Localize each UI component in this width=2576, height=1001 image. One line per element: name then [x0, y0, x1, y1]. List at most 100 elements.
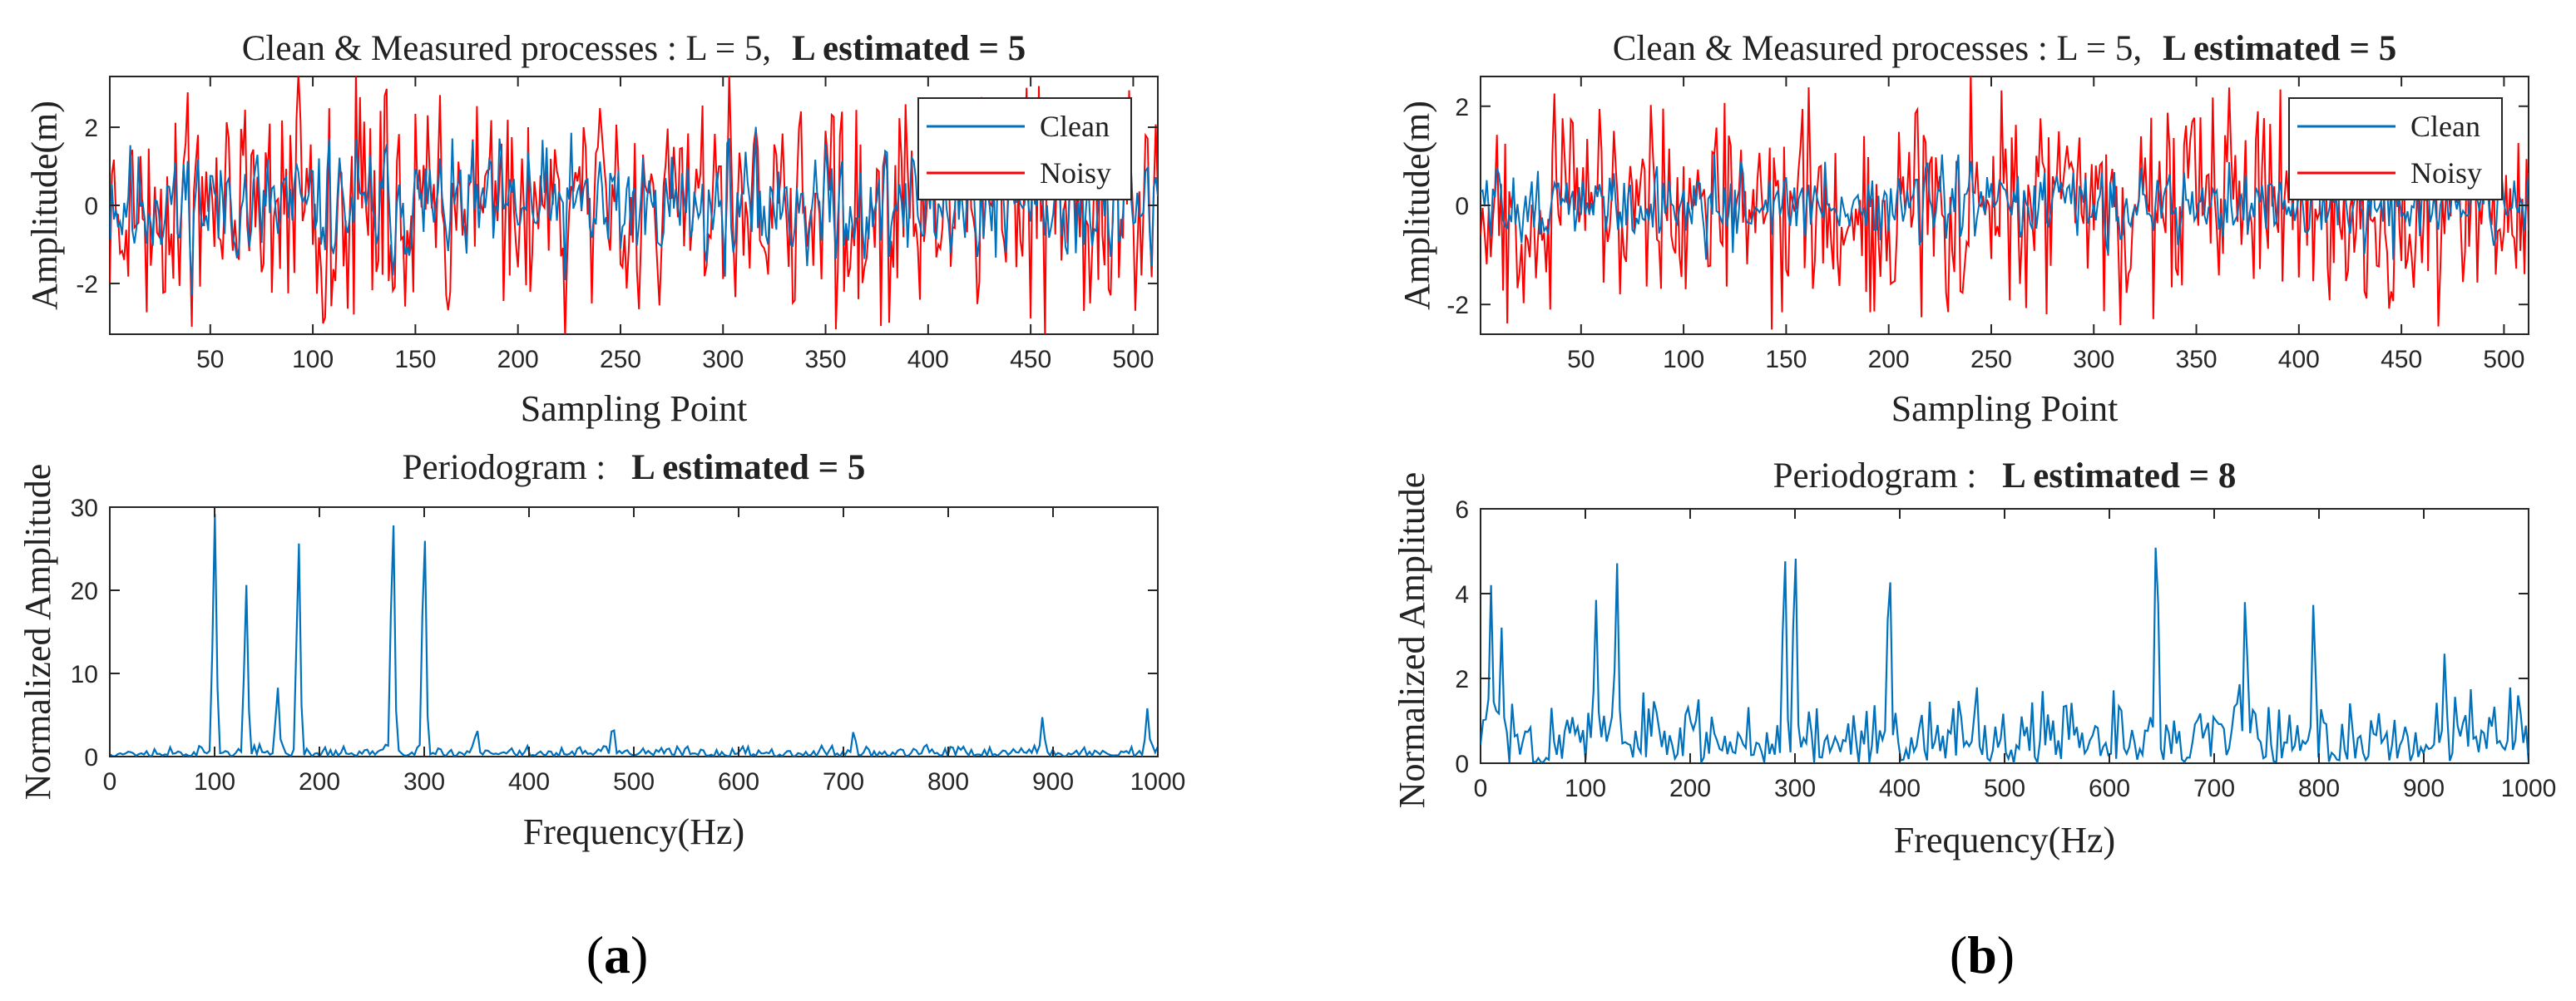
x-tick-label: 50: [1567, 346, 1595, 373]
chart-a-time: Clean & Measured processes : L = 5, L es…: [24, 29, 1159, 429]
periodogram-line: [1481, 547, 2529, 763]
series-line-clean: [110, 126, 1158, 295]
chart-b-time-xticks: 50 100 150 200 250 300 350 400 450 500: [1567, 76, 2524, 373]
x-tick-label: 300: [403, 768, 445, 796]
legend-noisy-label: Noisy: [2410, 156, 2482, 190]
x-tick-label: 500: [1984, 775, 2025, 802]
chart-b-time-title-bold: L estimated = 5: [2163, 29, 2396, 68]
x-tick-label: 400: [2278, 346, 2320, 373]
x-tick-label: 400: [907, 346, 949, 373]
x-tick-label: 300: [702, 346, 744, 373]
y-tick-label: 4: [1455, 581, 1469, 609]
legend-noisy-label: Noisy: [1040, 156, 1111, 190]
x-tick-label: 250: [1970, 346, 2012, 373]
x-tick-label: 0: [103, 768, 117, 796]
chart-a-periodogram-ylabel: Normalized Amplitude: [17, 464, 58, 800]
chart-b-time-xlabel: Sampling Point: [1891, 388, 2119, 429]
chart-a-time-marks: [110, 76, 1158, 334]
chart-a-periodogram-title: Periodogram : L estimated = 5: [403, 448, 866, 487]
chart-a-periodogram-title-bold: L estimated = 5: [631, 448, 865, 487]
x-tick-label: 900: [2403, 775, 2445, 802]
x-tick-label: 100: [194, 768, 235, 796]
chart-b-periodogram-ylabel: Normalized Amplitude: [1392, 472, 1432, 808]
y-tick-label: 2: [84, 115, 98, 142]
chart-b-periodogram-title-bold: L estimated = 8: [2002, 456, 2236, 496]
chart-b-periodogram-xlabel: Frequency(Hz): [1894, 820, 2115, 860]
x-tick-label: 200: [1868, 346, 1910, 373]
y-tick-label: 0: [1455, 193, 1469, 220]
x-tick-label: 450: [1010, 346, 1051, 373]
chart-a-time-title: Clean & Measured processes : L = 5, L es…: [242, 29, 1026, 68]
chart-b-time-legend: Clean Noisy: [2288, 97, 2503, 200]
chart-b-time-title: Clean & Measured processes : L = 5, L es…: [1613, 29, 2396, 68]
y-tick-label: 2: [1455, 666, 1469, 693]
panel-label-a: (a): [586, 925, 649, 984]
chart-a-time-legend: Clean Noisy: [917, 97, 1132, 200]
chart-b-periodogram-title-text: Periodogram :: [1773, 456, 1977, 496]
x-tick-label: 500: [613, 768, 655, 796]
x-tick-label: 500: [2483, 346, 2524, 373]
x-tick-label: 700: [823, 768, 864, 796]
legend-clean-label: Clean: [1040, 110, 1110, 143]
x-tick-label: 100: [1663, 346, 1704, 373]
x-tick-label: 350: [805, 346, 847, 373]
x-tick-label: 600: [718, 768, 759, 796]
x-tick-label: 250: [600, 346, 641, 373]
x-tick-label: 400: [508, 768, 550, 796]
legend-box: [917, 97, 1132, 200]
chart-a-time-title-bold: L estimated = 5: [792, 29, 1026, 68]
chart-b-time-marks: [1481, 76, 2529, 330]
y-tick-label: 0: [1455, 751, 1469, 778]
x-tick-label: 450: [2381, 346, 2422, 373]
y-tick-label: 2: [1455, 94, 1469, 121]
y-tick-label: -2: [1446, 292, 1469, 319]
chart-a-time-xlabel: Sampling Point: [521, 388, 748, 429]
x-tick-label: 900: [1032, 768, 1074, 796]
y-tick-label: 20: [71, 578, 98, 605]
x-tick-label: 100: [292, 346, 334, 373]
x-tick-label: 800: [927, 768, 969, 796]
x-tick-label: 150: [1765, 346, 1807, 373]
chart-a-periodogram-plot-area: [109, 506, 1159, 757]
chart-a-time-ylabel: Amplitude(m): [24, 101, 65, 310]
y-tick-label: 0: [84, 193, 98, 220]
series-line-clean: [1481, 154, 2529, 260]
chart-a-periodogram-yticks: 0 10 20 30: [71, 495, 1158, 772]
chart-b-periodogram-title: Periodogram : L estimated = 8: [1773, 456, 2237, 496]
x-tick-label: 50: [196, 346, 224, 373]
chart-a-time-xticks: 50 100 150 200 250 300 350 400 450 500: [196, 76, 1154, 373]
y-tick-label: 30: [71, 495, 98, 522]
chart-b-time-title-text: Clean & Measured processes : L = 5,: [1613, 29, 2142, 68]
x-tick-label: 1000: [1130, 768, 1186, 796]
x-tick-label: 150: [394, 346, 436, 373]
x-tick-label: 800: [2298, 775, 2340, 802]
x-tick-label: 200: [497, 346, 539, 373]
y-tick-label: -2: [76, 271, 98, 298]
chart-a-time-yticks: -2 0 2: [76, 115, 1158, 298]
x-tick-label: 300: [2073, 346, 2114, 373]
chart-b-time-ylabel: Amplitude(m): [1397, 101, 1437, 310]
x-tick-label: 200: [299, 768, 340, 796]
chart-b-periodogram-marks: [1481, 547, 2529, 763]
chart-b-periodogram: Periodogram : L estimated = 8 0 100 200 300…: [1392, 456, 2556, 860]
x-tick-label: 300: [1774, 775, 1816, 802]
x-tick-label: 700: [2193, 775, 2235, 802]
chart-a-periodogram-xticks: 0 100 200 300 400 500 600 700 800 900 1000: [103, 507, 1186, 796]
y-tick-label: 10: [71, 661, 98, 688]
y-tick-label: 0: [84, 744, 98, 772]
chart-a-periodogram-title-text: Periodogram :: [403, 448, 606, 487]
chart-b-periodogram-xticks: 0 100 200 300 400 500 600 700 800 900 1000: [1474, 509, 2557, 802]
x-tick-label: 200: [1669, 775, 1711, 802]
x-tick-label: 100: [1565, 775, 1606, 802]
x-tick-label: 1000: [2501, 775, 2557, 802]
legend-box: [2288, 97, 2503, 200]
x-tick-label: 600: [2089, 775, 2130, 802]
chart-a-periodogram-xlabel: Frequency(Hz): [523, 811, 744, 852]
x-tick-label: 500: [1112, 346, 1154, 373]
chart-b-time: Clean & Measured processes : L = 5, L es…: [1397, 29, 2529, 429]
y-tick-label: 6: [1455, 496, 1469, 524]
x-tick-label: 400: [1879, 775, 1921, 802]
legend-clean-label: Clean: [2410, 110, 2480, 143]
chart-a-time-title-text: Clean & Measured processes : L = 5,: [242, 29, 771, 68]
